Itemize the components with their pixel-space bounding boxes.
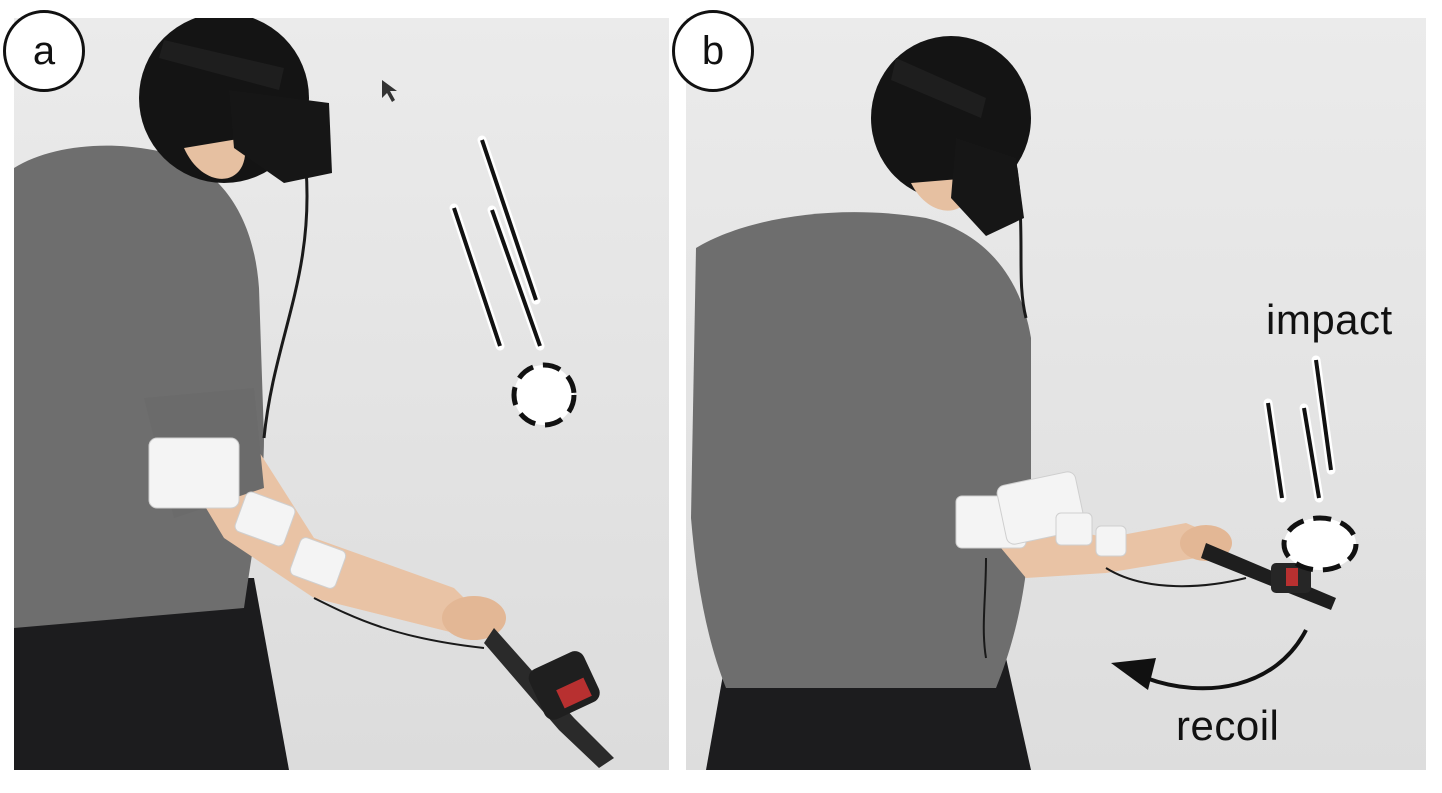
photo-panel-b (686, 18, 1426, 770)
recoil-label: recoil (1176, 702, 1280, 749)
hand-a (442, 596, 506, 640)
shirt-b (691, 212, 1031, 689)
photo-panel-a (14, 18, 669, 770)
panel-label-b-text: b (701, 29, 725, 73)
ems-pad-1-a (234, 491, 296, 547)
panel-label-a: a (3, 10, 85, 92)
vr-headset-b (951, 138, 1024, 236)
ball-a (511, 362, 577, 428)
photo-a-illustration (14, 18, 669, 770)
controller-b (1201, 543, 1336, 610)
ems-pad-2-a (289, 537, 347, 589)
cursor-icon (382, 80, 397, 102)
pants-a (14, 578, 289, 770)
ems-pad-upper-a (148, 437, 240, 509)
vr-headset-a (229, 90, 332, 183)
photo-b-illustration (686, 18, 1426, 770)
panel-label-a-text: a (32, 29, 56, 73)
panel-label-b: b (672, 10, 754, 92)
impact-label: impact (1266, 296, 1393, 343)
shirt-a (14, 145, 264, 628)
recoil-arrow (1145, 629, 1308, 691)
impact-ellipse (1281, 515, 1359, 573)
recoil-arrowhead-icon (1111, 658, 1156, 690)
